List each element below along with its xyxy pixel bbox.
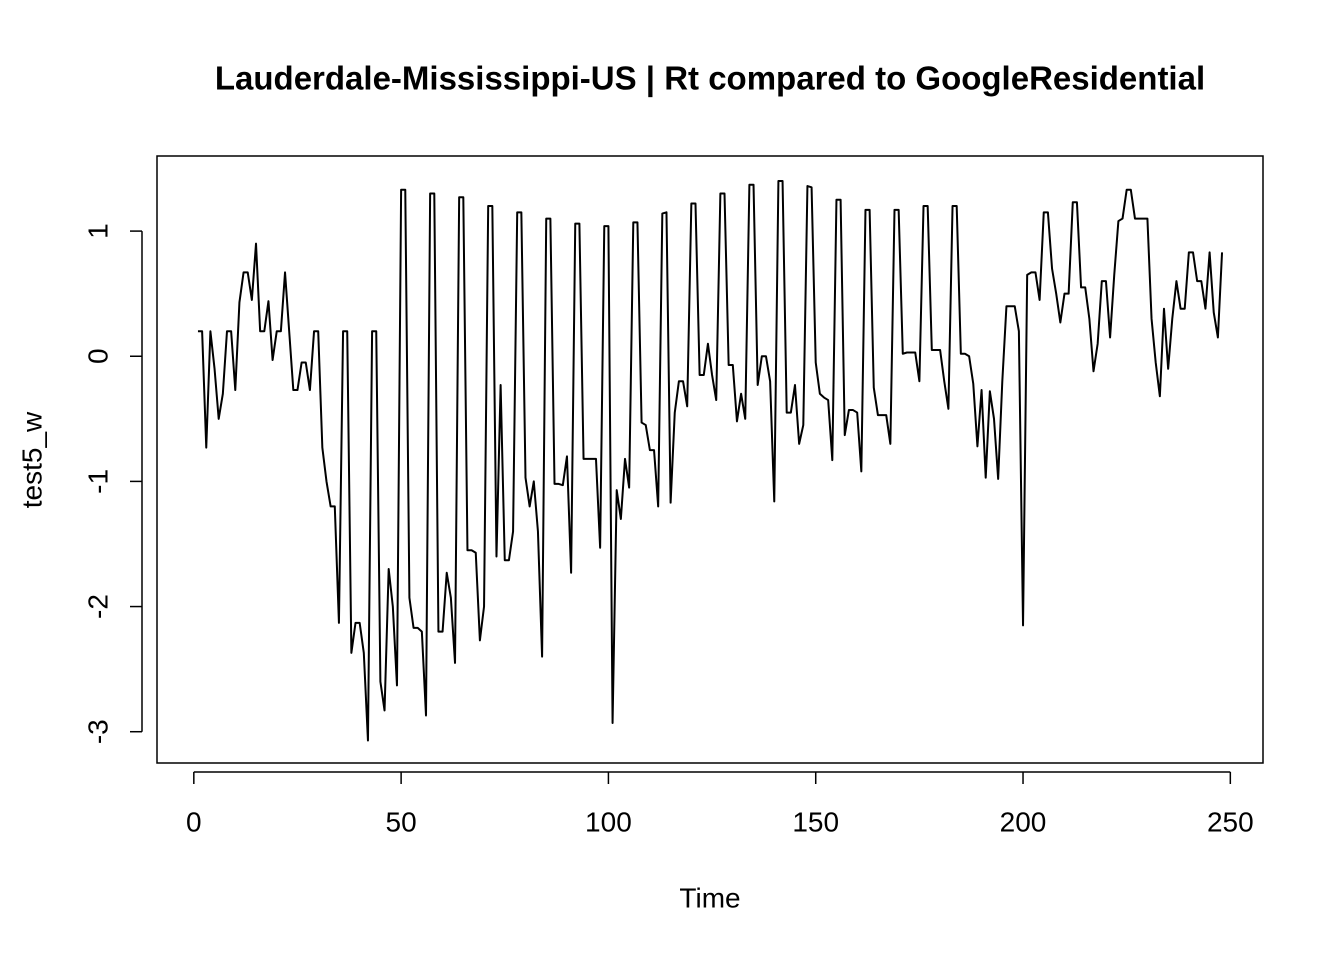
x-axis-label: Time bbox=[679, 882, 740, 913]
y-tick-label: 1 bbox=[82, 223, 113, 239]
x-tick-label: 0 bbox=[186, 806, 202, 837]
x-tick-label: 100 bbox=[585, 806, 632, 837]
y-tick-label: 0 bbox=[82, 348, 113, 364]
x-tick-label: 150 bbox=[792, 806, 839, 837]
plot-box bbox=[156, 155, 1264, 764]
x-tick-label: 250 bbox=[1207, 806, 1254, 837]
x-tick-label: 200 bbox=[1000, 806, 1047, 837]
chart-title: Lauderdale-Mississippi-US | Rt compared … bbox=[215, 60, 1205, 97]
y-tick-label: -2 bbox=[82, 594, 113, 619]
data-line bbox=[197, 180, 1224, 742]
y-tick-label: -1 bbox=[82, 469, 113, 494]
y-tick-label: -3 bbox=[82, 719, 113, 744]
y-axis-label: test5_w bbox=[16, 411, 47, 508]
x-tick-label: 50 bbox=[386, 806, 417, 837]
